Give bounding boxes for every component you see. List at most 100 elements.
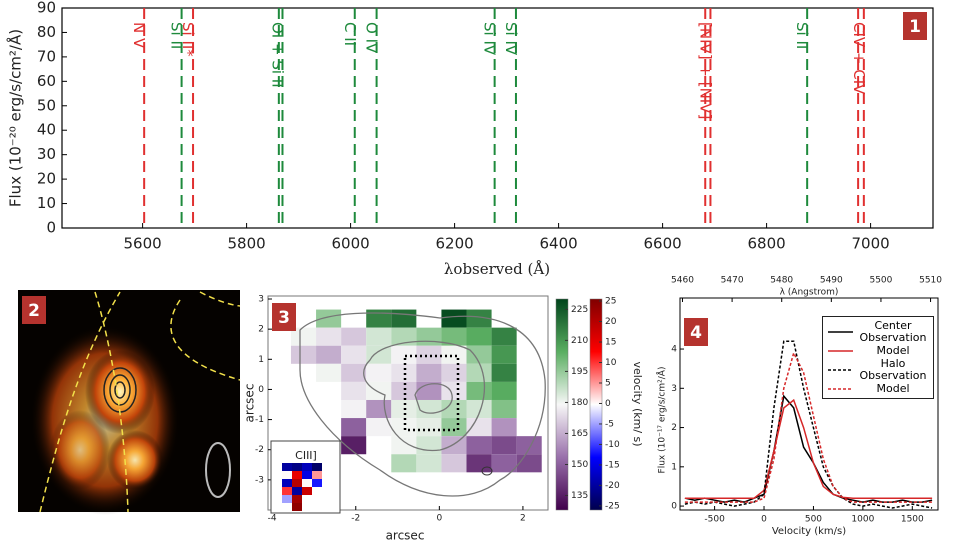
series-line [684, 398, 933, 499]
heatmap-cell [366, 381, 392, 400]
heatmap-cell [441, 363, 467, 382]
heatmap-cell [341, 399, 367, 419]
y-tick-label: 50 [37, 96, 56, 114]
aperture-box [403, 354, 460, 432]
line-label: OI + Si II [268, 22, 286, 88]
colorbar-tick-label: 195 [571, 367, 588, 377]
panel-label: 3 [278, 308, 290, 328]
y-tick-label: -3 [255, 475, 264, 485]
contours [299, 312, 546, 497]
panel-label: 1 [909, 17, 921, 37]
heatmap-cell [491, 418, 517, 437]
legend-label: Center Observation [859, 319, 927, 344]
heatmap-cell [491, 363, 517, 382]
y-tick-label: 3 [258, 295, 264, 305]
colorbar-tick-label: 0 [605, 399, 611, 409]
y-tick-label: 20 [37, 170, 56, 188]
heatmap-cell [391, 436, 417, 455]
panel-label-box [903, 12, 927, 40]
inset-cell [282, 495, 292, 503]
x-axis-label: Velocity (km/s) [772, 526, 846, 537]
x-axis-label: λobserved (Å) [444, 260, 550, 278]
x2-tick-label: 5460 [671, 276, 694, 286]
heatmap-cell [441, 418, 467, 437]
y-tick-label: 2 [671, 423, 677, 433]
colorbar-label: velocity (km/ s) [631, 361, 644, 446]
x2-axis-label: λ (Angstrom) [780, 288, 839, 298]
heatmap-cell [466, 436, 492, 455]
legend-entry: Halo Observation [823, 358, 933, 382]
x-tick-label: 2 [520, 514, 526, 524]
x-tick-label: 0 [436, 514, 442, 524]
heatmap-cell [466, 345, 492, 364]
inset-cell [292, 495, 302, 503]
colorbar [555, 298, 569, 511]
colorbar-tick-label: 15 [605, 338, 616, 348]
heatmap-cell [441, 381, 467, 400]
inset-cell [282, 479, 292, 487]
line-label: Si IV [481, 22, 499, 56]
heatmap-cell [416, 363, 442, 382]
heatmap-cell [341, 381, 367, 400]
line-label: CIV + CIV [850, 22, 868, 95]
y-tick-label: 70 [37, 47, 56, 65]
legend: Center Observation Model Halo Observation M… [822, 316, 934, 399]
panel-label: 4 [690, 323, 702, 343]
colorbar-tick-label: 10 [605, 358, 617, 368]
heatmap-cell [466, 327, 492, 346]
inset-cell [302, 463, 312, 471]
colorbar-tick-label: 210 [571, 336, 588, 346]
line-label: Si II* [179, 22, 197, 57]
heatmap-cell [416, 418, 442, 437]
heatmap-cell [466, 381, 492, 400]
x-tick-label: 6600 [644, 235, 682, 253]
x-tick-label: 1500 [901, 515, 924, 525]
y-tick-label: 90 [37, 0, 56, 17]
line-label: Si II [168, 22, 186, 49]
y-tick-label: -2 [255, 445, 264, 455]
panel-label-box [684, 318, 708, 346]
contour [481, 466, 493, 476]
x-tick-label: 5800 [228, 235, 266, 253]
heatmap-cell [441, 309, 467, 328]
heatmap-cell [341, 345, 367, 364]
x-tick-label: -2 [351, 514, 360, 524]
inset-cell [282, 471, 292, 479]
x-tick-label: 6800 [748, 235, 786, 253]
heatmap-cell [466, 399, 492, 419]
inset-cell [302, 471, 312, 479]
legend-entry: Center Observation [823, 320, 933, 344]
y-tick-label: 40 [37, 121, 56, 139]
x-tick-label: 1000 [851, 515, 874, 525]
heatmap-cell [491, 381, 517, 400]
colorbar-tick-label: 225 [571, 305, 588, 315]
inset-cell [292, 503, 302, 511]
heatmap-cell [466, 363, 492, 382]
series-line [684, 350, 933, 503]
inset-cell [312, 479, 322, 487]
colorbar-tick-label: -10 [605, 440, 620, 450]
panel-label-box [272, 303, 296, 331]
heatmap-cell [441, 345, 467, 364]
colorbar [589, 298, 603, 511]
heatmap-cell [441, 327, 467, 346]
colorbar-tick-label: -25 [605, 501, 620, 511]
line-label: Si II [793, 22, 811, 49]
contour [414, 383, 453, 414]
legend-swatch [828, 388, 853, 390]
line-label: C II [341, 22, 359, 46]
heatmap-cell [516, 454, 542, 473]
legend-entry: Model [823, 345, 933, 357]
heatmap-cell [491, 399, 517, 419]
heatmap-cell [441, 454, 467, 473]
y-axis-label: arcsec [243, 384, 257, 423]
x2-tick-label: 5490 [820, 276, 843, 286]
y-tick-label: 80 [37, 23, 56, 41]
series-line [684, 340, 933, 509]
colorbar-tick-label: 25 [605, 297, 616, 307]
heatmap-cell [391, 381, 417, 400]
heatmap-cell [516, 436, 542, 455]
heatmap-cell [366, 309, 392, 328]
